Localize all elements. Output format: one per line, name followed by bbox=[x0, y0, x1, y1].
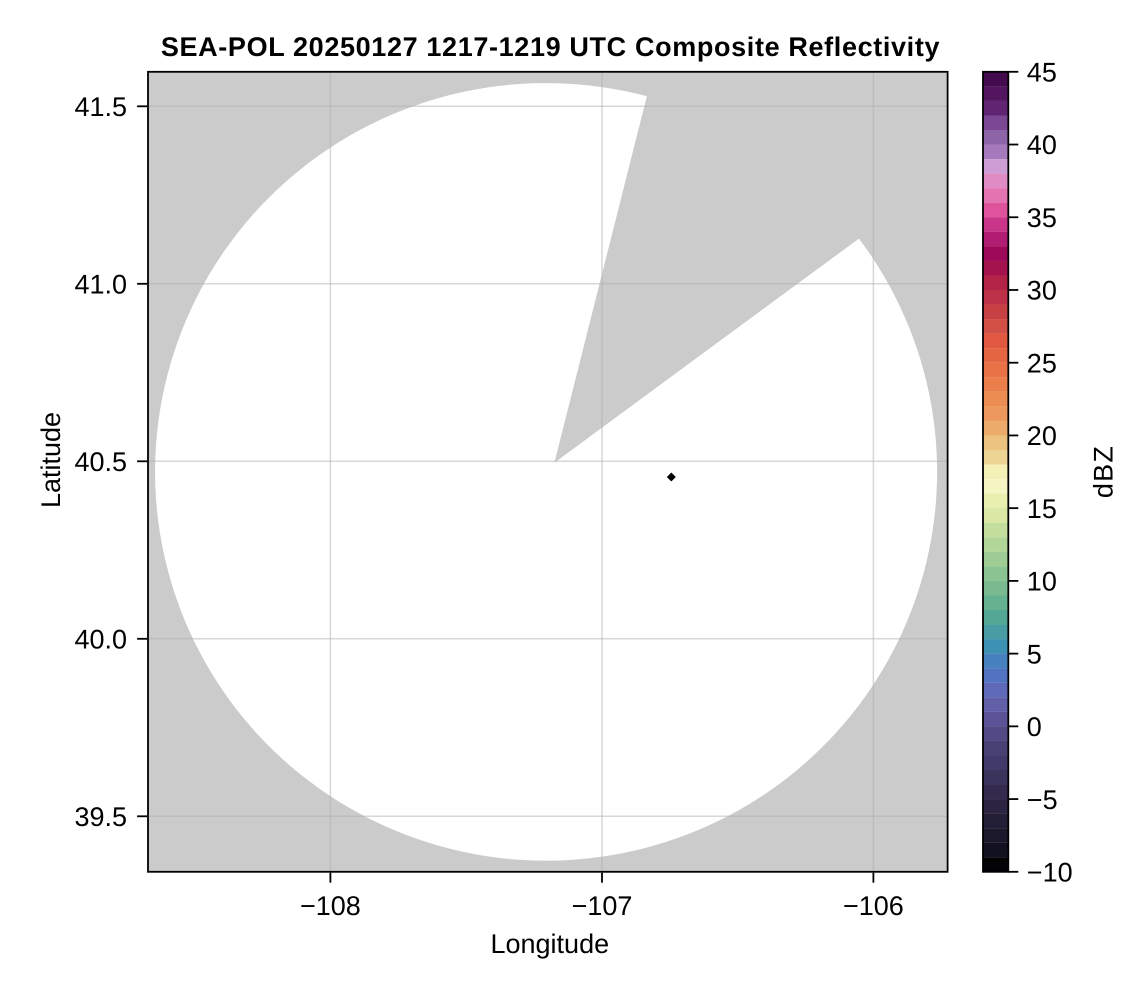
svg-text:SEA-POL 20250127 1217-1219 UTC: SEA-POL 20250127 1217-1219 UTC Composite… bbox=[161, 32, 940, 62]
svg-text:40.0: 40.0 bbox=[74, 625, 127, 655]
svg-text:39.5: 39.5 bbox=[74, 802, 127, 832]
svg-text:15: 15 bbox=[1027, 494, 1057, 524]
svg-text:41.0: 41.0 bbox=[74, 270, 127, 300]
svg-text:40: 40 bbox=[1027, 130, 1057, 160]
svg-text:41.5: 41.5 bbox=[74, 92, 127, 122]
svg-text:25: 25 bbox=[1027, 348, 1057, 378]
svg-text:0: 0 bbox=[1027, 712, 1042, 742]
svg-text:Longitude: Longitude bbox=[490, 929, 609, 959]
svg-text:45: 45 bbox=[1027, 58, 1057, 88]
svg-text:40.5: 40.5 bbox=[74, 447, 127, 477]
svg-text:−10: −10 bbox=[1027, 858, 1073, 888]
svg-text:30: 30 bbox=[1027, 276, 1057, 306]
svg-text:−106: −106 bbox=[843, 891, 904, 921]
svg-text:20: 20 bbox=[1027, 421, 1057, 451]
svg-text:10: 10 bbox=[1027, 567, 1057, 597]
svg-text:dBZ: dBZ bbox=[1089, 445, 1119, 498]
svg-text:35: 35 bbox=[1027, 203, 1057, 233]
svg-text:Latitude: Latitude bbox=[36, 412, 66, 508]
svg-text:5: 5 bbox=[1027, 639, 1042, 669]
svg-text:−107: −107 bbox=[572, 891, 633, 921]
svg-text:−108: −108 bbox=[300, 891, 361, 921]
svg-text:−5: −5 bbox=[1027, 785, 1058, 815]
